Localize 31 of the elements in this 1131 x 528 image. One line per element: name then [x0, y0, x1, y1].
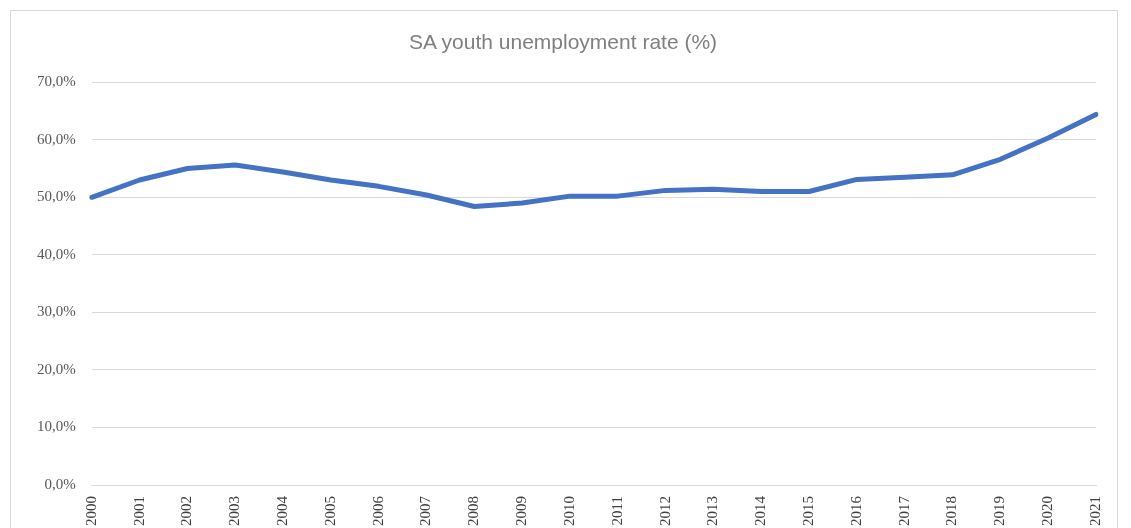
y-tick-label: 70,0% [37, 73, 76, 90]
chart-title: SA youth unemployment rate (%) [408, 30, 718, 54]
x-tick-label: 2008 [465, 496, 482, 526]
x-tick-label: 2019 [991, 496, 1008, 526]
x-tick-label: 2007 [417, 495, 434, 526]
x-tick-label: 2020 [1039, 496, 1056, 526]
x-tick-label: 2002 [178, 496, 195, 526]
x-tick-label: 2011 [608, 496, 625, 526]
x-tick-label: 2001 [130, 496, 147, 526]
x-tick-label: 2015 [800, 496, 817, 526]
x-tick-label: 2016 [847, 495, 864, 526]
x-tick-label: 2017 [895, 495, 912, 526]
x-tick-label: 2006 [369, 495, 386, 526]
x-tick-label: 2012 [656, 496, 673, 526]
y-tick-label: 30,0% [37, 303, 76, 320]
y-tick-label: 10,0% [37, 418, 76, 435]
y-tick-label: 20,0% [37, 360, 76, 377]
x-tick-label: 2004 [273, 495, 290, 526]
y-tick-label: 0,0% [44, 475, 76, 492]
x-tick-label: 2003 [226, 496, 243, 526]
y-tick-label: 40,0% [37, 245, 76, 262]
x-tick-label: 2021 [1086, 496, 1103, 526]
y-tick-label: 60,0% [37, 130, 76, 147]
y-tick-label: 50,0% [37, 188, 76, 205]
x-tick-label: 2010 [560, 496, 577, 526]
x-tick-label: 2005 [321, 496, 338, 526]
x-tick-label: 2009 [513, 496, 530, 526]
x-tick-label: 2013 [704, 496, 721, 526]
x-tick-label: 2018 [943, 496, 960, 526]
x-tick-label: 2014 [752, 495, 769, 526]
x-tick-label: 2000 [82, 496, 99, 526]
